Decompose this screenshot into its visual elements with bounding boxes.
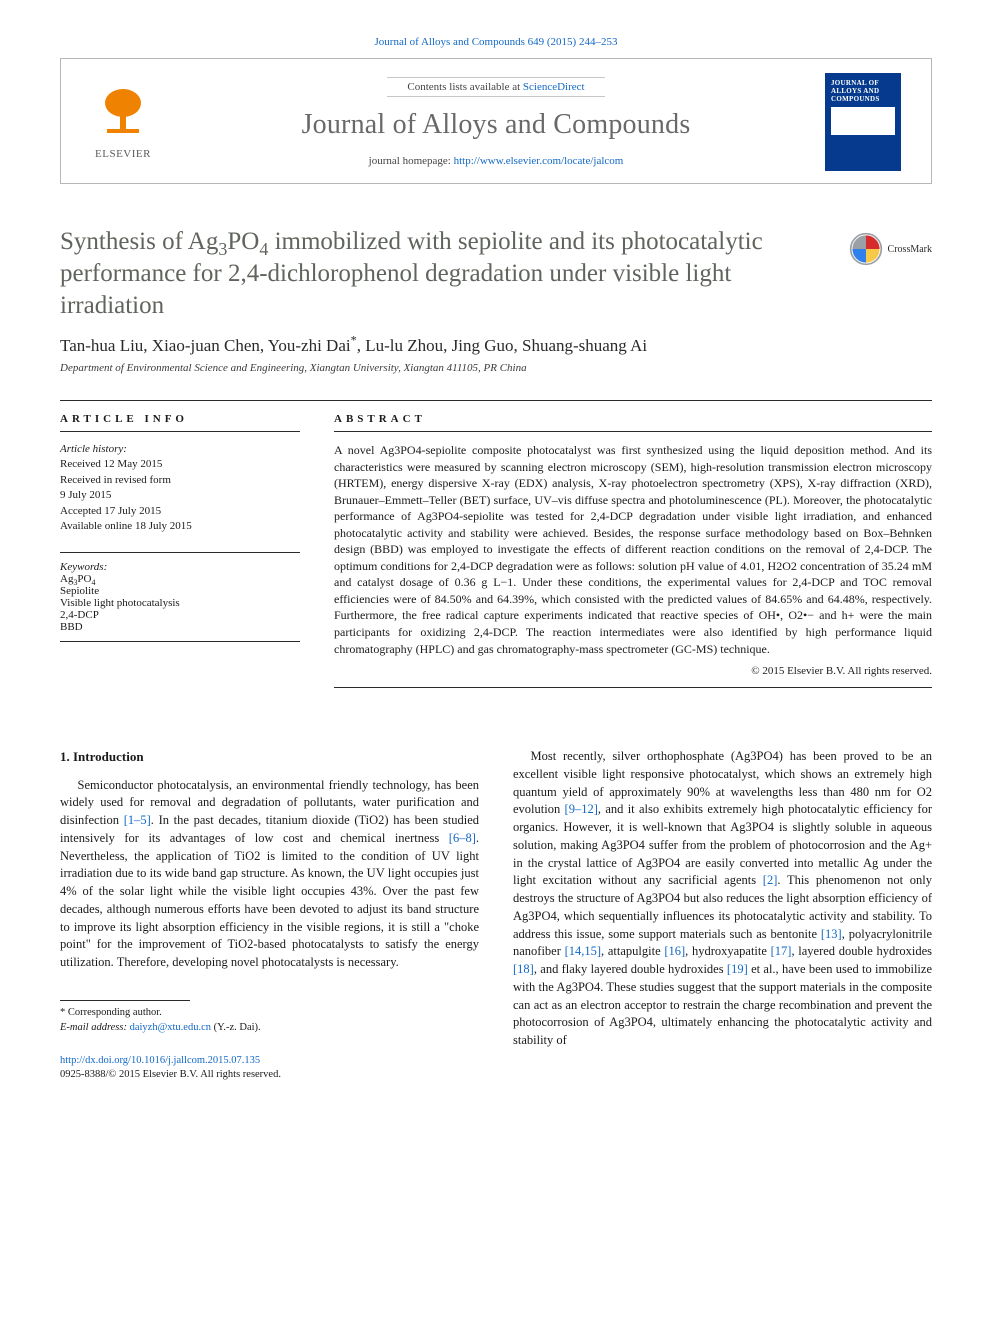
elsevier-logo[interactable]: ELSEVIER [79, 85, 167, 160]
keyword-2: Sepiolite [60, 585, 300, 597]
homepage-line: journal homepage: http://www.elsevier.co… [181, 155, 811, 167]
crossmark-icon [849, 232, 883, 266]
history-accepted: Accepted 17 July 2015 [60, 504, 300, 519]
affiliation: Department of Environmental Science and … [60, 362, 932, 374]
crossmark-badge[interactable]: CrossMark [849, 232, 932, 266]
history-revised-date: 9 July 2015 [60, 488, 300, 503]
cover-line-1: JOURNAL OF [831, 79, 895, 87]
keyword-5: BBD [60, 621, 300, 633]
intro-p2: Most recently, silver orthophosphate (Ag… [513, 748, 932, 1050]
article-info-heading: ARTICLE INFO [60, 413, 300, 432]
ref-9-12[interactable]: [9–12] [565, 802, 598, 816]
issn-copyright: 0925-8388/© 2015 Elsevier B.V. All right… [60, 1068, 479, 1083]
publisher-name: ELSEVIER [95, 148, 151, 160]
ref-19[interactable]: [19] [727, 962, 748, 976]
sciencedirect-link[interactable]: ScienceDirect [523, 81, 585, 93]
intro-p2g: , layered double hydroxides [791, 944, 932, 958]
authors-line: Tan-hua Liu, Xiao-juan Chen, You-zhi Dai… [60, 336, 932, 356]
history-label: Article history: [60, 442, 300, 457]
abstract-copyright: © 2015 Elsevier B.V. All rights reserved… [334, 665, 932, 688]
left-column: 1. Introduction Semiconductor photocatal… [60, 748, 479, 1083]
intro-p1c: . Nevertheless, the application of TiO2 … [60, 831, 479, 969]
crossmark-label: CrossMark [888, 244, 932, 255]
corresponding-email[interactable]: daiyzh@xtu.edu.cn [130, 1022, 211, 1033]
title-seg-1: Synthesis of Ag [60, 228, 218, 255]
info-abstract-block: ARTICLE INFO Article history: Received 1… [60, 413, 932, 688]
keywords-block: Keywords: Ag3PO4 Sepiolite Visible light… [60, 552, 300, 642]
history-revised-label: Received in revised form [60, 473, 300, 488]
ref-18[interactable]: [18] [513, 962, 534, 976]
intro-p1: Semiconductor photocatalysis, an environ… [60, 777, 479, 972]
ref-6-8[interactable]: [6–8] [449, 831, 476, 845]
article-info-column: ARTICLE INFO Article history: Received 1… [60, 413, 300, 688]
contents-prefix: Contents lists available at [407, 81, 522, 93]
ref-16[interactable]: [16] [664, 944, 685, 958]
title-seg-2: PO [227, 228, 259, 255]
abstract-column: ABSTRACT A novel Ag3PO4-sepiolite compos… [334, 413, 932, 688]
abstract-heading: ABSTRACT [334, 413, 932, 432]
citation-link[interactable]: Journal of Alloys and Compounds 649 (201… [375, 36, 618, 48]
email-label: E-mail address: [60, 1022, 130, 1033]
history-received: Received 12 May 2015 [60, 457, 300, 472]
footnote-rule [60, 1000, 190, 1001]
ref-2[interactable]: [2] [763, 873, 778, 887]
keywords-label: Keywords: [60, 561, 300, 573]
intro-heading: 1. Introduction [60, 748, 479, 766]
corresponding-note: * Corresponding author. [60, 1006, 479, 1021]
masthead-center: Contents lists available at ScienceDirec… [181, 77, 811, 167]
article-history: Article history: Received 12 May 2015 Re… [60, 442, 300, 534]
homepage-prefix: journal homepage: [369, 155, 454, 167]
abstract-body: A novel Ag3PO4-sepiolite composite photo… [334, 442, 932, 657]
intro-p2f: , hydroxyapatite [685, 944, 770, 958]
journal-masthead: ELSEVIER Contents lists available at Sci… [60, 58, 932, 184]
cover-line-2: ALLOYS AND COMPOUNDS [831, 87, 895, 103]
ref-17[interactable]: [17] [771, 944, 792, 958]
email-suffix: (Y.-z. Dai). [211, 1022, 261, 1033]
title-row: Synthesis of Ag3PO4 immobilized with sep… [60, 226, 932, 322]
authors-part-1: Tan-hua Liu, Xiao-juan Chen, You-zhi Dai [60, 336, 351, 355]
doi-block: http://dx.doi.org/10.1016/j.jallcom.2015… [60, 1054, 479, 1083]
intro-p2h: , and flaky layered double hydroxides [534, 962, 727, 976]
section-divider [60, 400, 932, 401]
citation-line: Journal of Alloys and Compounds 649 (201… [60, 36, 932, 48]
intro-p2e: , attapulgite [601, 944, 664, 958]
corresponding-footer: * Corresponding author. E-mail address: … [60, 1000, 479, 1036]
ref-1-5[interactable]: [1–5] [124, 813, 151, 827]
keyword-4: 2,4-DCP [60, 609, 300, 621]
journal-cover-thumb: JOURNAL OF ALLOYS AND COMPOUNDS [825, 73, 901, 171]
homepage-link[interactable]: http://www.elsevier.com/locate/jalcom [454, 155, 624, 167]
authors-part-2: , Lu-lu Zhou, Jing Guo, Shuang-shuang Ai [357, 336, 647, 355]
journal-name: Journal of Alloys and Compounds [181, 109, 811, 141]
ref-14-15[interactable]: [14,15] [565, 944, 601, 958]
ref-13[interactable]: [13] [821, 927, 842, 941]
right-column: Most recently, silver orthophosphate (Ag… [513, 748, 932, 1083]
doi-link[interactable]: http://dx.doi.org/10.1016/j.jallcom.2015… [60, 1055, 260, 1066]
keyword-1: Ag3PO4 [60, 573, 300, 585]
keyword-3: Visible light photocatalysis [60, 597, 300, 609]
body-columns: 1. Introduction Semiconductor photocatal… [60, 748, 932, 1083]
elsevier-tree-icon [95, 85, 151, 145]
article-title: Synthesis of Ag3PO4 immobilized with sep… [60, 226, 831, 322]
history-online: Available online 18 July 2015 [60, 519, 300, 534]
